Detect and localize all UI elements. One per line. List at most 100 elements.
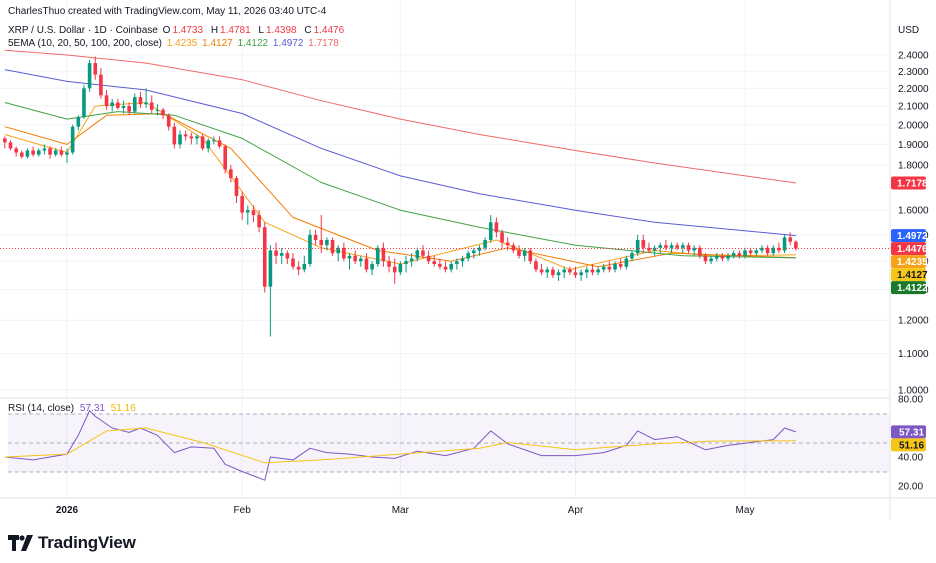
candle xyxy=(573,266,578,279)
candle-body xyxy=(788,237,792,242)
candle-body xyxy=(562,269,566,273)
grid-lines xyxy=(0,0,890,498)
candle-body xyxy=(528,250,533,262)
candle-body xyxy=(155,109,160,111)
candle xyxy=(364,253,369,273)
candle xyxy=(138,91,143,108)
candle-body xyxy=(404,261,408,264)
price-label-ema-200: 1.7178 xyxy=(891,176,928,190)
candle xyxy=(274,242,278,264)
rsi-legend-label: RSI (14, close) xyxy=(8,403,75,414)
candle xyxy=(121,100,126,114)
candle-body xyxy=(505,242,510,246)
candle xyxy=(3,136,7,149)
candle-body xyxy=(601,266,606,270)
rsi-legend-value: 57.31 xyxy=(79,403,105,414)
candle-body xyxy=(590,269,595,273)
currency-label: USD xyxy=(898,25,920,36)
candle-body xyxy=(681,245,685,248)
candle xyxy=(771,245,776,256)
candle xyxy=(613,261,617,273)
candle-body xyxy=(618,263,623,267)
candle xyxy=(647,242,651,254)
candle-body xyxy=(313,234,318,240)
candle xyxy=(53,148,58,157)
candle xyxy=(110,98,114,112)
ohlc-open-label: O xyxy=(162,25,171,36)
candle xyxy=(240,191,244,220)
candle-body xyxy=(494,222,499,233)
candle xyxy=(460,255,465,267)
candle-body xyxy=(754,250,759,254)
candle-body xyxy=(353,255,357,262)
rsi-tick-label: 80.00 xyxy=(898,395,923,406)
price-tick-label: 1.9000 xyxy=(898,140,929,151)
candle xyxy=(279,247,284,264)
candle xyxy=(166,113,171,131)
candle-body xyxy=(65,152,69,155)
candle xyxy=(48,146,52,159)
candle-body xyxy=(607,266,612,270)
candle xyxy=(313,229,318,246)
candle-body xyxy=(483,239,487,248)
candle xyxy=(398,261,403,276)
candle xyxy=(415,247,420,262)
candle-body xyxy=(36,150,41,155)
rsi-value-labels: 57.31 51.16 xyxy=(891,425,926,452)
candle-body xyxy=(534,261,538,270)
candle-body xyxy=(291,258,295,267)
candle-body xyxy=(669,245,674,248)
candle xyxy=(336,245,340,262)
ema50-value: 1.4122 xyxy=(237,38,269,49)
rsi-ma-value-label-box xyxy=(891,438,926,452)
candle xyxy=(585,266,589,279)
rsi-line-rsi-based-ma xyxy=(4,427,796,464)
ema-legend: 5EMA (10, 20, 50, 100, 200, close) 1.423… xyxy=(8,38,341,49)
candle-body xyxy=(76,117,81,127)
candle xyxy=(404,255,408,273)
candle xyxy=(517,245,521,259)
candle-body xyxy=(426,255,431,262)
candle xyxy=(748,247,753,256)
price-label-box xyxy=(891,255,926,269)
candle-body xyxy=(596,269,600,273)
candle-body xyxy=(234,178,239,197)
candle xyxy=(794,240,798,251)
candle-body xyxy=(692,247,696,251)
candle-body xyxy=(183,134,188,137)
candle xyxy=(624,255,629,270)
candle-body xyxy=(161,109,165,116)
candle xyxy=(449,261,453,273)
rsi-tick-label: 20.00 xyxy=(898,482,923,493)
candle xyxy=(25,148,30,159)
candle-body xyxy=(573,272,578,276)
candle-body xyxy=(658,245,663,248)
price-labels: 1.7178 1.4972 1.4476 1.4235 1.4127 1.4122 xyxy=(891,176,928,295)
candle xyxy=(788,232,792,246)
candle xyxy=(630,250,634,262)
candle xyxy=(93,56,98,80)
candle xyxy=(206,138,211,153)
candle xyxy=(296,261,301,276)
ema-legend-label: 5EMA (10, 20, 50, 100, 200, close) xyxy=(8,38,162,49)
candle xyxy=(568,266,572,276)
candle xyxy=(183,130,188,141)
candle-body xyxy=(748,250,753,254)
price-label-text: 1.7178 xyxy=(897,178,928,189)
price-label-ema-100: 1.4972 xyxy=(891,229,928,243)
candle xyxy=(330,237,335,256)
candle xyxy=(607,261,612,273)
candle-body xyxy=(200,136,205,149)
candle-body xyxy=(14,148,18,153)
time-axis-ticks: 2026 Feb Mar Apr May xyxy=(56,505,755,516)
candle-body xyxy=(246,210,250,213)
candle-body xyxy=(432,261,437,264)
candle-body xyxy=(720,255,725,259)
candle xyxy=(421,245,425,259)
ohlc-low-label: L xyxy=(258,25,264,36)
candle-body xyxy=(8,142,13,149)
candle-body xyxy=(342,247,346,259)
candle-body xyxy=(703,255,708,262)
candle-body xyxy=(714,255,719,259)
